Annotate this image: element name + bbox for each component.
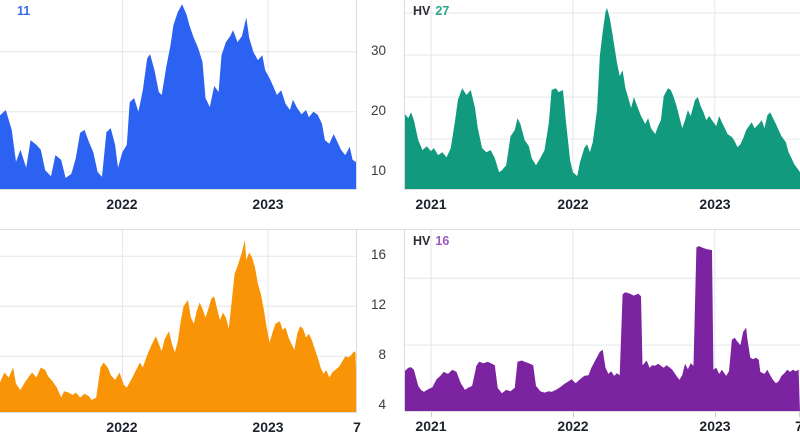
x-axis: 2022 2023	[0, 190, 357, 222]
area-chart-svg	[0, 0, 357, 190]
area-chart-svg	[404, 230, 800, 412]
chart-panel-green: 2021 2022 2023 HV 27	[404, 0, 800, 222]
x-axis-label: 2021	[415, 196, 447, 212]
chart-panel-purple: 2021 2022 2023 7 HV 16	[404, 230, 800, 445]
x-axis: 2021 2022 2023	[404, 190, 800, 222]
y-axis-label: 4	[378, 397, 386, 412]
x-axis-label: 2022	[106, 419, 138, 435]
y-axis: 30 20 10	[357, 0, 400, 190]
y-axis: 16 12 8 4	[357, 230, 400, 413]
x-axis-label: 2023	[699, 418, 731, 434]
x-axis-label: 2022	[557, 196, 589, 212]
area-chart-svg	[404, 0, 800, 190]
x-axis-label: 2023	[252, 196, 284, 212]
y-axis-label: 20	[370, 103, 386, 118]
row-divider	[0, 229, 800, 230]
y-axis-label: 16	[370, 247, 386, 262]
y-axis-label: 10	[370, 163, 386, 178]
x-tick-mark	[715, 412, 716, 417]
hv-badge: HV 16	[413, 234, 449, 248]
hv-label: HV	[413, 4, 431, 18]
plot-area	[0, 0, 357, 190]
x-axis-label: 2023	[699, 196, 731, 212]
hv-label: HV	[413, 234, 431, 248]
x-axis-label: 7	[795, 418, 800, 434]
plot-area	[404, 0, 800, 190]
y-axis-label: 30	[370, 43, 386, 58]
x-axis: 2021 2022 2023 7	[404, 412, 800, 444]
hv-value: 16	[435, 234, 450, 248]
x-tick-mark	[573, 412, 574, 417]
hv-value: 27	[435, 4, 450, 18]
x-axis-label: 2023	[252, 419, 284, 435]
x-axis-label: 7	[353, 419, 361, 435]
x-axis: 2022 2023 7	[0, 413, 360, 445]
hv-badge: 11	[12, 4, 30, 18]
plot-area	[0, 230, 357, 413]
hv-badge: HV 27	[413, 4, 449, 18]
x-axis-label: 2022	[106, 196, 138, 212]
y-axis-label: 12	[370, 297, 386, 312]
y-axis-label: 8	[378, 347, 386, 362]
chart-panel-blue: 30 20 10 2022 2023 11	[0, 0, 400, 222]
chart-panel-orange: 16 12 8 4 2022 2023 7	[0, 230, 400, 445]
area-chart-svg	[0, 230, 357, 413]
hv-value: 11	[17, 4, 31, 18]
x-axis-label: 2022	[557, 418, 589, 434]
x-tick-mark	[431, 412, 432, 417]
plot-area	[404, 230, 800, 412]
x-axis-label: 2021	[415, 418, 447, 434]
